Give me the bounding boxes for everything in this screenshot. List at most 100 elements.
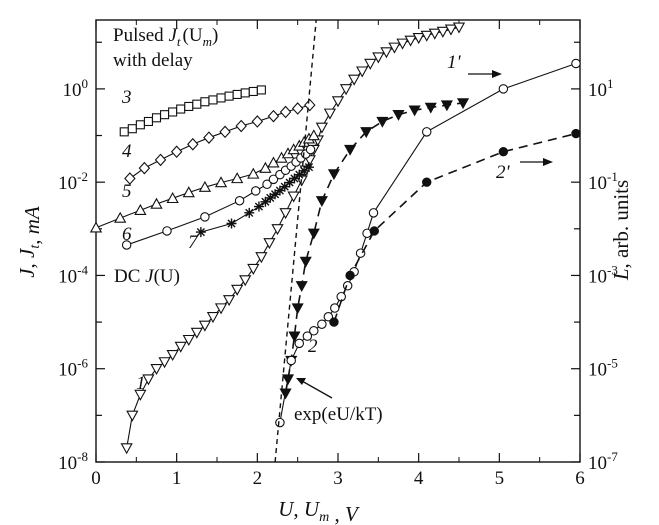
curve-label-7: 7 (188, 232, 199, 253)
y-left-tick-label: 10-6 (58, 356, 88, 381)
data-point (369, 226, 379, 236)
data-point (168, 107, 178, 117)
data-point (299, 256, 312, 268)
data-point (289, 173, 300, 184)
data-point (208, 95, 218, 105)
data-point (255, 252, 268, 264)
data-point (440, 100, 453, 112)
series-3 (119, 85, 266, 137)
data-point (271, 224, 284, 236)
series-5 (89, 129, 320, 233)
data-point (235, 119, 247, 133)
x-axis-label: U, Um , V (278, 497, 360, 525)
data-point (294, 338, 305, 349)
data-point (412, 33, 425, 45)
x-tick-label: 1 (172, 468, 182, 489)
data-point (307, 228, 320, 240)
y-right-axis-label: L, arb. units (609, 180, 633, 281)
data-point (303, 162, 314, 173)
data-point (317, 319, 327, 329)
data-point (151, 113, 162, 123)
curve-label-2: 2 (308, 336, 318, 357)
series-line (333, 132, 577, 323)
data-point (299, 165, 310, 176)
data-point (154, 153, 167, 167)
data-point (452, 22, 466, 34)
series-2-prime (329, 128, 581, 327)
x-tick-label: 4 (414, 468, 424, 489)
x-tick-label: 2 (253, 468, 263, 489)
data-point (256, 85, 266, 95)
data-point (184, 101, 194, 112)
y-right-tick-label: 101 (588, 76, 614, 101)
data-point (275, 417, 285, 428)
data-point (304, 98, 316, 112)
data-point (166, 349, 179, 362)
data-point (372, 52, 385, 64)
data-point (231, 284, 244, 296)
data-point (89, 221, 103, 233)
data-point (279, 181, 290, 192)
data-point (234, 195, 245, 206)
data-point (135, 120, 145, 130)
data-point (396, 38, 409, 50)
data-point (160, 110, 170, 120)
data-point (498, 84, 509, 94)
y-left-tick-label: 100 (63, 76, 89, 101)
data-point (170, 145, 183, 159)
curve-label-4: 4 (122, 141, 132, 162)
data-point (436, 26, 450, 38)
data-point (150, 197, 163, 209)
data-point (248, 86, 258, 97)
data-point (315, 196, 328, 207)
data-point (291, 102, 304, 115)
series-line (126, 149, 311, 246)
data-point (244, 207, 255, 218)
data-point (456, 98, 470, 110)
data-point (305, 144, 316, 155)
data-point (294, 169, 305, 180)
data-point (376, 116, 389, 128)
data-point (307, 129, 320, 141)
x-tick-label: 0 (91, 468, 101, 489)
data-point (134, 203, 147, 215)
data-point (206, 312, 220, 324)
data-point (571, 58, 581, 69)
dc-annotation: DC J(U) (114, 266, 180, 287)
data-point (142, 374, 155, 386)
y-right-tick-label: 10-3 (588, 262, 618, 287)
y-left-axis-label: J, Jt, mA (15, 206, 44, 278)
data-point (158, 357, 171, 369)
exp-annotation: exp(eU/kT) (294, 404, 383, 425)
data-point (424, 102, 437, 114)
data-point (270, 189, 281, 200)
data-point (224, 91, 234, 101)
series-1 (120, 22, 466, 455)
data-point (187, 137, 199, 151)
data-point (288, 331, 301, 343)
data-point (192, 99, 202, 109)
data-point (344, 144, 357, 156)
y-left-tick-label: 10-2 (58, 169, 88, 194)
data-point (226, 218, 237, 229)
data-point (124, 172, 136, 185)
data-point (279, 105, 292, 119)
data-point (287, 191, 300, 203)
x-tick-label: 6 (575, 468, 585, 489)
data-point (214, 176, 228, 188)
x-tick-label: 3 (333, 468, 343, 489)
y-right-tick-label: 10-1 (588, 169, 618, 194)
axis-ticks (95, 20, 581, 463)
data-point (279, 208, 292, 220)
data-point (239, 275, 252, 287)
data-point (219, 125, 231, 139)
series-layer (89, 19, 581, 463)
data-point (216, 93, 226, 103)
data-point (408, 105, 421, 117)
data-point (422, 177, 432, 187)
y-right-tick-label: 10-7 (588, 449, 618, 474)
curve-label-5: 5 (122, 181, 132, 202)
data-point (263, 238, 276, 250)
data-point (182, 334, 195, 346)
